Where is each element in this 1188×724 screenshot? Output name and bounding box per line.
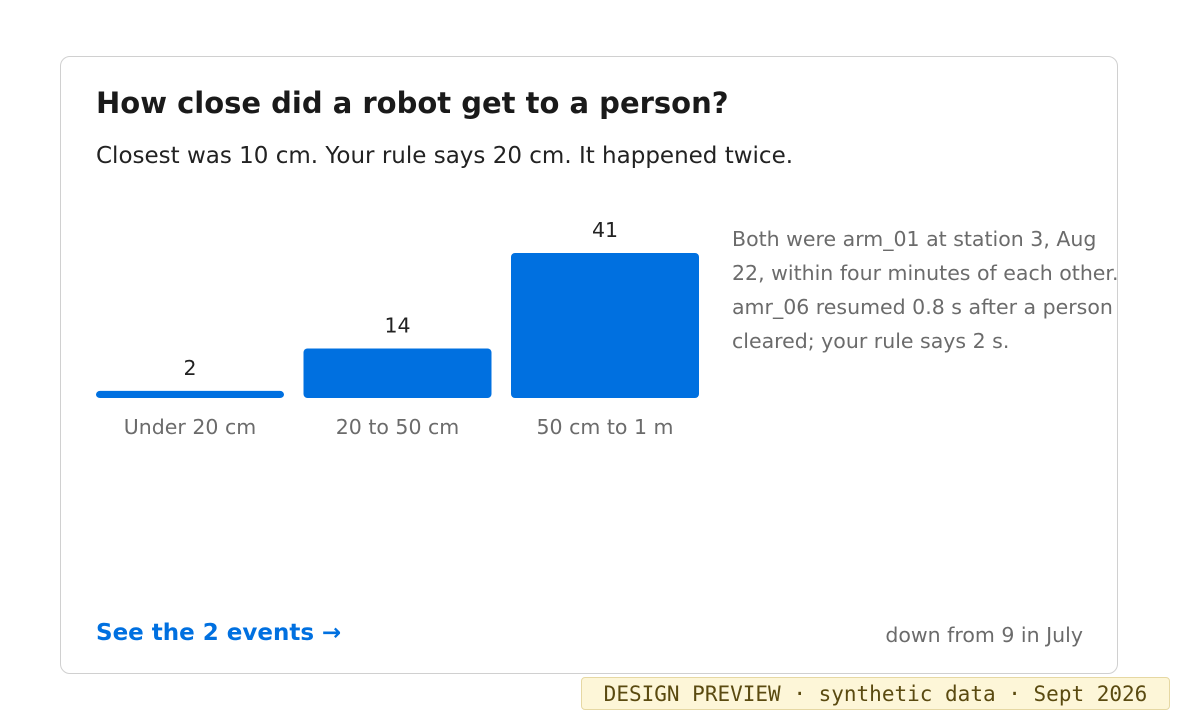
card-subtitle: Closest was 10 cm. Your rule says 20 cm.… [96,143,794,169]
bar [96,390,284,398]
card-title: How close did a robot get to a person? [96,86,729,120]
category-label: Under 20 cm [124,415,256,439]
value-label: 41 [592,218,618,242]
category-label: 20 to 50 cm [336,415,460,439]
preview-badge: DESIGN PREVIEW · synthetic data · Sept 2… [581,677,1170,710]
value-label: 2 [183,356,196,380]
value-label: 14 [384,313,410,337]
footnote: down from 9 in July [885,623,1083,647]
note: Both were arm_01 at station 3, Aug 22, w… [732,227,1119,353]
events-link[interactable]: See the 2 events → [96,620,342,646]
bar [303,348,492,398]
bar [511,253,699,398]
card [60,56,1118,674]
category-label: 50 cm to 1 m [537,415,674,439]
